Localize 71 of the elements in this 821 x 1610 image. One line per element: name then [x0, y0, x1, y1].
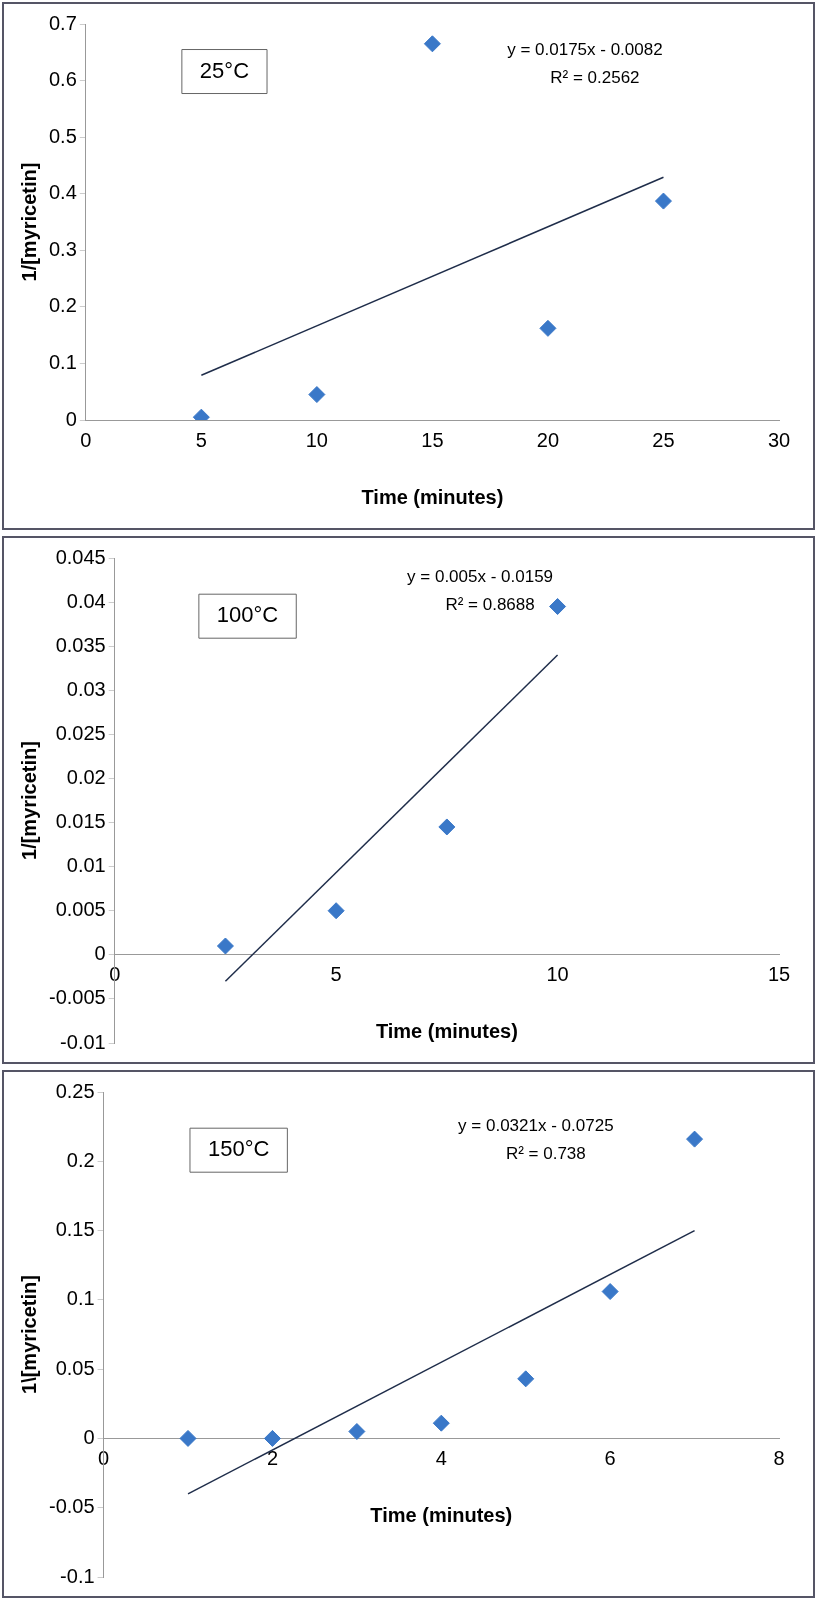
annotation: 150°C — [207, 1136, 270, 1162]
x-tick-label: 5 — [330, 963, 342, 986]
y-tick-label: 0.4 — [48, 181, 77, 204]
point — [517, 1370, 535, 1388]
annotation: y = 0.005x - 0.0159 — [407, 567, 554, 587]
point — [327, 902, 345, 920]
y-tick-label: 0.045 — [55, 545, 106, 568]
x-tick-label: 10 — [305, 428, 328, 451]
x-tick-label: 8 — [773, 1446, 785, 1469]
x-tick-label: 2 — [266, 1446, 278, 1469]
y-tick-label: 0.01 — [66, 854, 106, 877]
y-tick-label: 0.1 — [66, 1287, 95, 1310]
y-tick-label: 0 — [94, 942, 106, 965]
y-tick-label: -0.005 — [48, 986, 106, 1009]
y-tick-label: 0 — [65, 407, 77, 430]
point — [549, 598, 567, 615]
y-tick-label: 0.05 — [55, 1356, 95, 1379]
annotation: R² = 0.738 — [505, 1143, 586, 1163]
x-tick-label: 15 — [421, 428, 444, 451]
point — [601, 1283, 619, 1301]
point — [432, 1414, 450, 1432]
y-axis-title: 1/[myricetin] — [17, 741, 40, 860]
x-axis-title: Time (minutes) — [370, 1503, 513, 1526]
y-tick-label: 0.035 — [55, 633, 106, 656]
y-tick-label: 0.02 — [66, 765, 106, 788]
annotation: y = 0.0175x - 0.0082 — [507, 39, 663, 59]
y-tick-label: -0.1 — [60, 1564, 95, 1587]
y-tick-label: 0 — [83, 1425, 95, 1448]
point — [216, 937, 234, 955]
y-tick-label: 0.005 — [55, 898, 106, 921]
y-tick-label: 0.015 — [55, 810, 106, 833]
x-axis-title: Time (minutes) — [361, 485, 504, 508]
x-tick-label: 15 — [767, 963, 791, 986]
point — [263, 1429, 281, 1447]
point — [539, 319, 557, 337]
x-tick-label: 25 — [652, 428, 675, 451]
point — [308, 386, 326, 404]
y-tick-label: -0.05 — [48, 1495, 95, 1518]
y-tick-label: 0.03 — [66, 677, 106, 700]
y-tick-label: 0.3 — [48, 237, 77, 260]
y-tick-label: 0.7 — [48, 11, 77, 34]
y-tick-label: 0.25 — [55, 1079, 95, 1102]
y-tick-label: 0.025 — [55, 721, 106, 744]
y-tick-label: 0.2 — [66, 1148, 95, 1171]
point — [686, 1130, 704, 1148]
x-tick-label: 5 — [195, 428, 207, 451]
point — [654, 192, 672, 210]
y-tick-label: 0.6 — [48, 68, 77, 91]
y-axis-title: 1\[myricetin] — [17, 1275, 40, 1394]
point — [348, 1423, 366, 1440]
y-tick-label: 0.15 — [55, 1218, 95, 1241]
annotation: R² = 0.2562 — [550, 67, 640, 87]
point — [438, 818, 456, 836]
y-tick-label: 0.5 — [48, 124, 77, 147]
y-tick-label: 0.04 — [66, 589, 106, 612]
annotation: R² = 0.8688 — [445, 595, 535, 615]
x-tick-label: 10 — [546, 963, 569, 986]
x-tick-label: 20 — [536, 428, 560, 451]
y-tick-label: 0.1 — [48, 350, 77, 373]
x-tick-label: 30 — [767, 428, 791, 451]
point — [179, 1429, 197, 1447]
point — [423, 35, 441, 53]
y-axis-title: 1/[myricetin] — [17, 162, 40, 282]
x-axis-title: Time (minutes) — [375, 1020, 518, 1043]
y-tick-label: -0.01 — [60, 1030, 106, 1053]
annotation: 25°C — [199, 57, 250, 83]
y-tick-label: 0.2 — [48, 294, 77, 317]
annotation: y = 0.0321x - 0.0725 — [458, 1115, 614, 1135]
x-tick-label: 4 — [435, 1446, 447, 1469]
annotation: 100°C — [216, 602, 279, 628]
x-tick-label: 6 — [604, 1446, 616, 1469]
